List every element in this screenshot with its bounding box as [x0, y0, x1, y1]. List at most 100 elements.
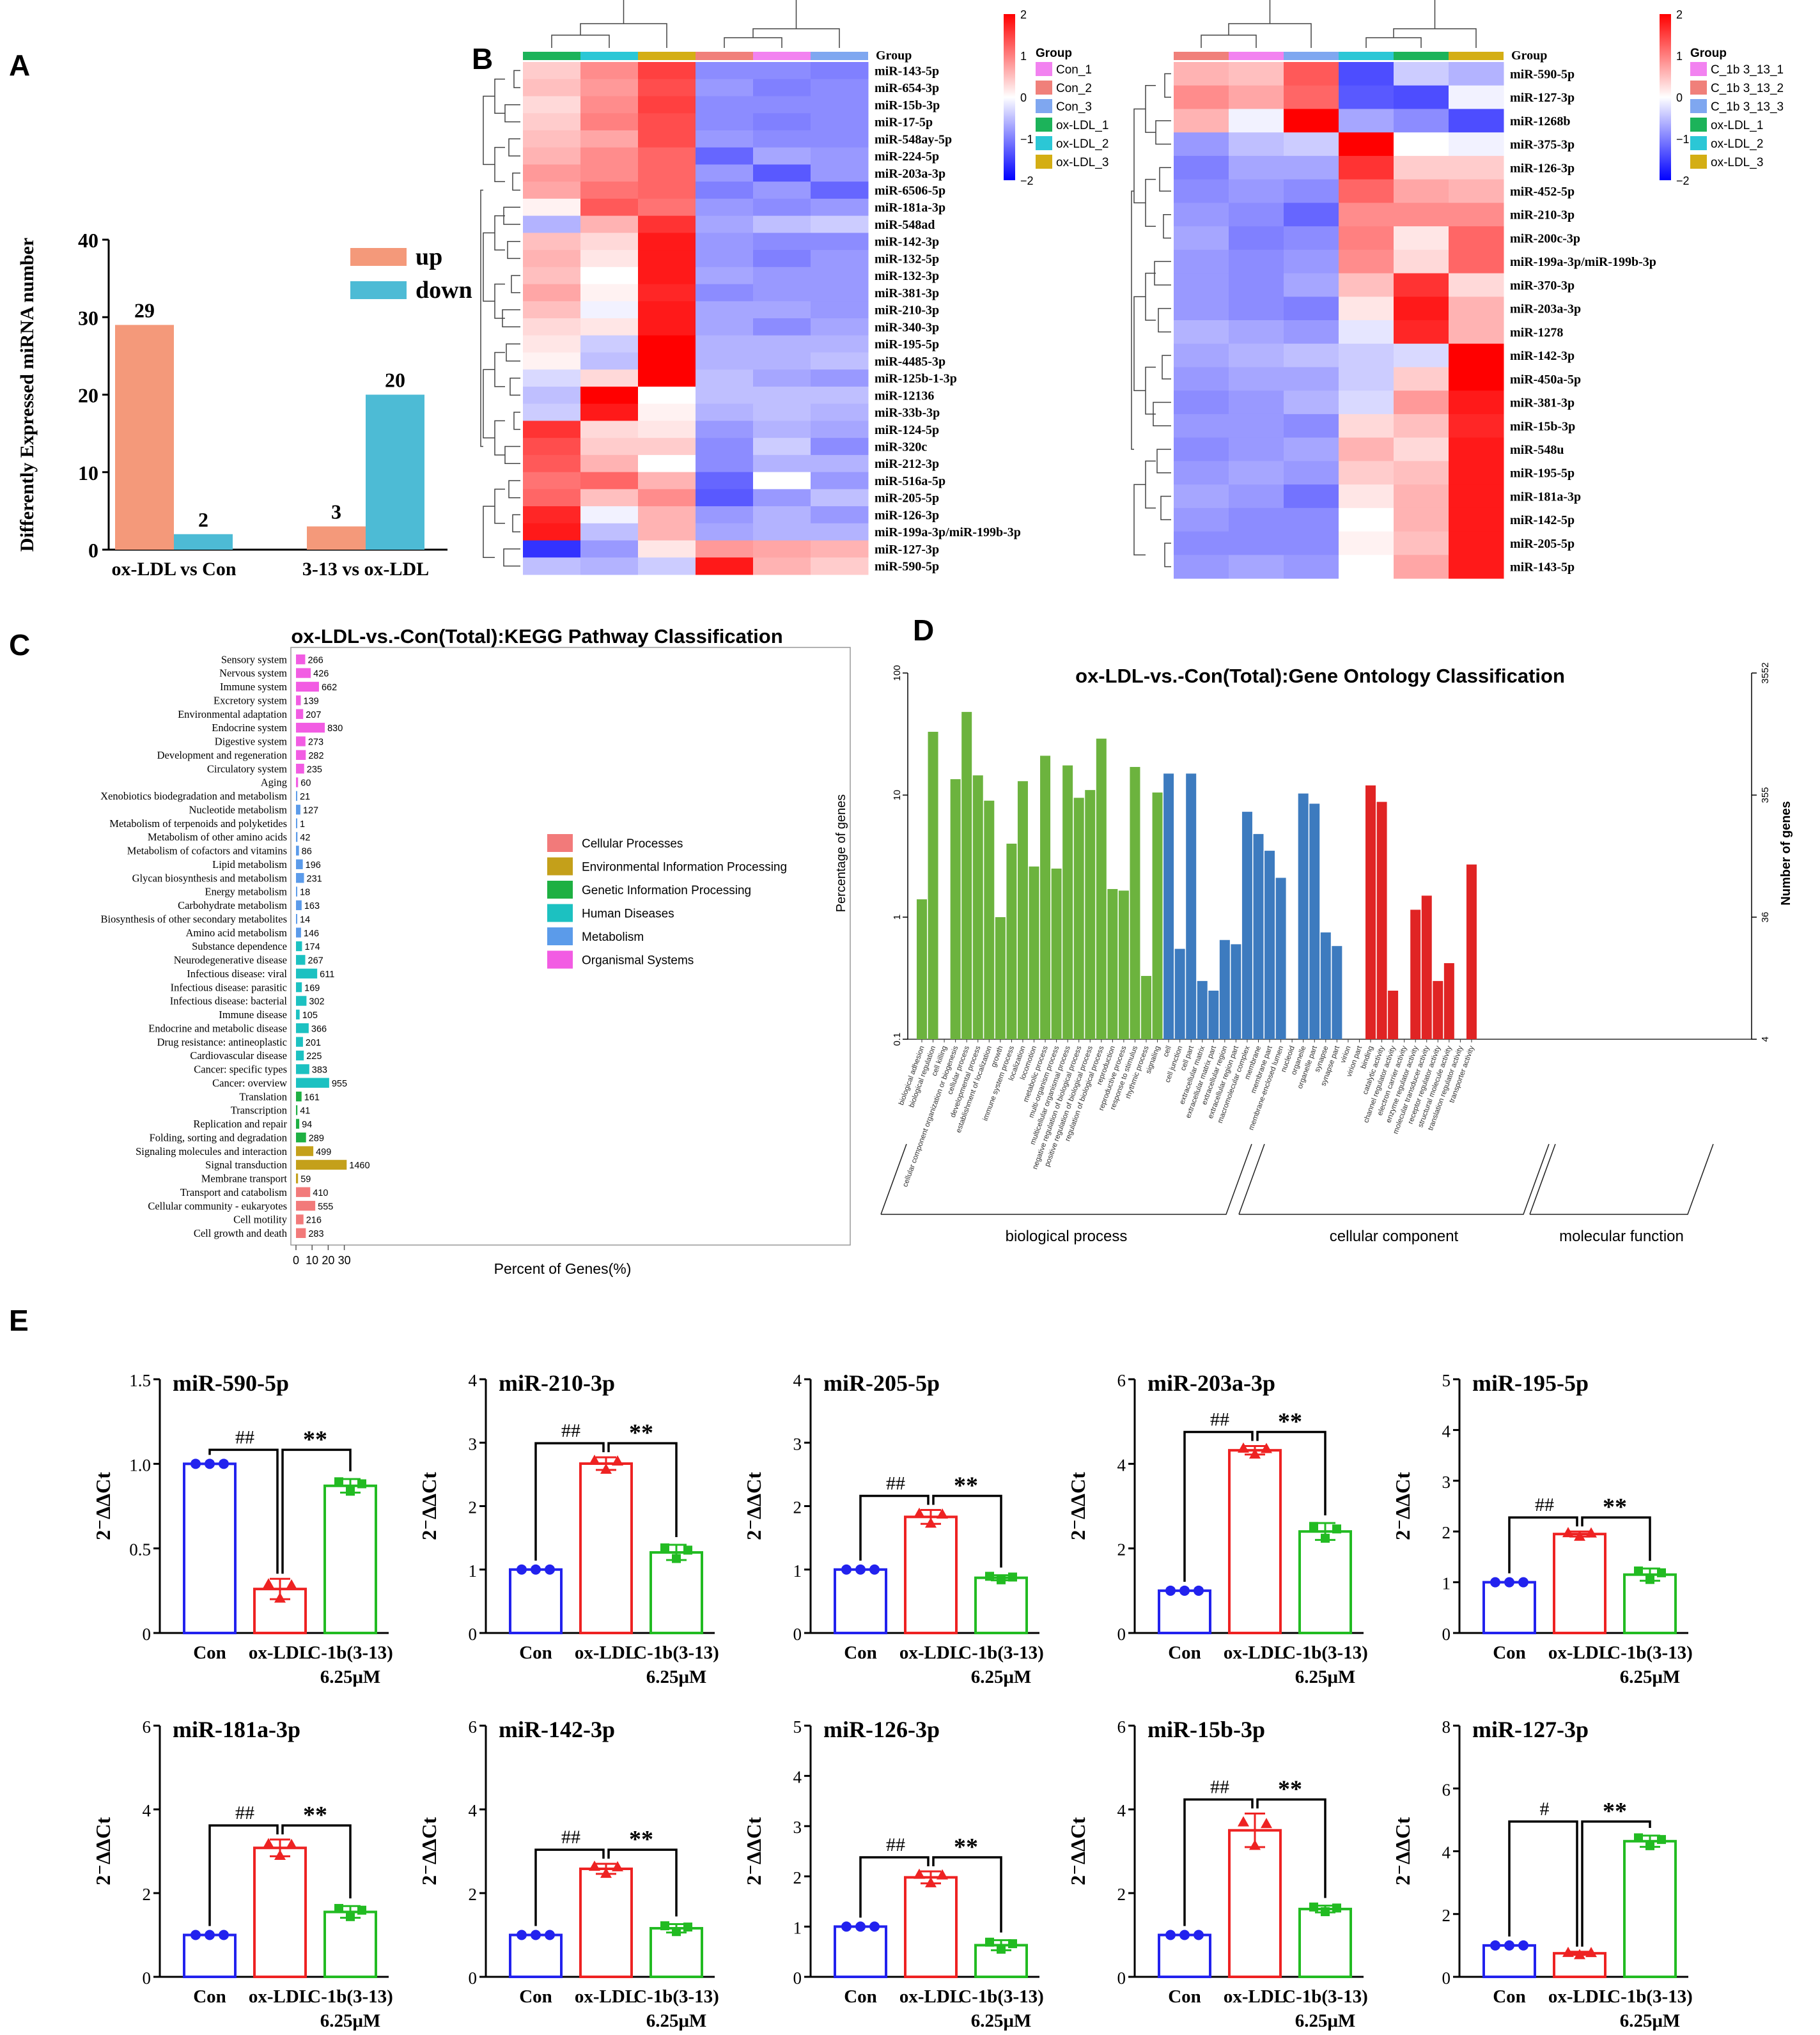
x-category-label: ox-LDL — [1548, 1643, 1611, 1663]
row-label: miR-143-5p — [1510, 561, 1575, 575]
heatmap-cell — [1174, 507, 1229, 532]
heatmap-cell — [523, 506, 581, 524]
go-bar — [1006, 844, 1017, 1039]
bar-Con — [1158, 1589, 1211, 1634]
group-name: molecular function — [1559, 1228, 1684, 1245]
legend-swatch-down — [350, 281, 407, 299]
kegg-bar — [296, 955, 306, 965]
y-tick-label: 4 — [1117, 1801, 1126, 1820]
heatmap-cell — [638, 130, 696, 148]
data-point — [683, 1545, 692, 1555]
heatmap-cell — [523, 523, 581, 541]
bar-Con — [834, 1568, 887, 1634]
go-bar — [984, 800, 995, 1039]
heatmap-cell — [580, 438, 639, 456]
heatmap-cell — [523, 164, 581, 182]
kegg-bar — [296, 805, 300, 815]
group-bar-cell — [1174, 52, 1229, 60]
bar-C-1b(3-13) — [649, 1551, 703, 1634]
kegg-count-label: 146 — [304, 929, 319, 939]
legend-swatch — [1036, 62, 1052, 76]
heatmap-cell — [1339, 273, 1394, 297]
data-point — [672, 1927, 681, 1937]
dendrogram-branch — [1158, 307, 1171, 333]
legend-swatch — [547, 881, 573, 899]
y-tick-label: 4 — [793, 1768, 802, 1787]
kegg-category-label: Neurodegenerative disease — [174, 954, 287, 966]
go-bar — [1017, 781, 1028, 1039]
heatmap-cell — [1339, 437, 1394, 461]
x-category-label: ox-LDL — [249, 1643, 311, 1663]
heatmap-cell — [753, 96, 811, 114]
panel-c-kegg-chart: ox-LDL-vs.-Con(Total):KEGG Pathway Class… — [100, 625, 851, 1277]
y-tick-label: 5 — [793, 1717, 802, 1737]
heatmap-cell — [523, 198, 581, 217]
kegg-category-label: Translation — [239, 1090, 287, 1103]
legend-label-up: up — [416, 244, 442, 270]
kegg-bar — [296, 1105, 298, 1115]
legend-label: Metabolism — [582, 931, 644, 944]
data-point — [1249, 1448, 1261, 1459]
heatmap-cell — [1229, 155, 1284, 180]
heatmap-cell — [696, 489, 754, 507]
go-bar — [1332, 946, 1342, 1039]
heatmap-cell — [638, 318, 696, 336]
kegg-category-label: Cell motility — [233, 1214, 288, 1226]
heatmap-cell — [580, 506, 639, 524]
heatmap-cell — [1394, 343, 1449, 368]
x-category-label: Con — [1168, 1986, 1201, 2007]
heatmap-cell — [811, 164, 869, 182]
kegg-count-label: 86 — [302, 847, 312, 857]
row-label: miR-381-3p — [1510, 396, 1575, 410]
go-term-label: cell — [1162, 1045, 1173, 1058]
go-bar — [1096, 738, 1107, 1039]
y-tick-label: 0 — [88, 539, 98, 562]
heatmap-cell — [1229, 507, 1284, 532]
y-tick-label: 3 — [469, 1434, 478, 1453]
kegg-count-label: 1 — [300, 819, 305, 830]
go-bar — [1051, 868, 1062, 1039]
heatmap-cell — [1284, 62, 1339, 86]
y-tick-label: 1 — [793, 1561, 802, 1581]
kegg-count-label: 555 — [318, 1202, 333, 1212]
go-bar — [1219, 940, 1230, 1039]
heatmap-cell — [1174, 62, 1229, 86]
heatmap-cell — [638, 250, 696, 268]
heatmap-cell — [523, 421, 581, 438]
x-category-label: ox-LDL — [899, 1643, 962, 1663]
heatmap-cell — [696, 403, 754, 421]
row-label: miR-15b-3p — [875, 98, 940, 112]
dendrogram-branch — [1133, 484, 1146, 556]
dendrogram-branch — [1201, 35, 1257, 48]
row-label: miR-224-5p — [875, 150, 939, 164]
heatmap-cell — [753, 540, 811, 558]
y-axis-label: 2⁻ΔΔCt — [1391, 1817, 1414, 1885]
y-tick-label: 4 — [793, 1371, 802, 1390]
data-point — [1585, 1947, 1597, 1958]
group-bar-cell — [1449, 52, 1504, 60]
row-label: miR-210-3p — [1510, 208, 1575, 222]
go-bar — [995, 917, 1006, 1039]
data-point — [1657, 1835, 1666, 1845]
bar-up — [307, 526, 366, 550]
dendrogram-branch — [1163, 213, 1171, 239]
data-point — [1574, 1949, 1585, 1960]
heatmap-cell — [811, 250, 869, 268]
go-bar — [1174, 948, 1185, 1039]
kegg-bar — [296, 818, 297, 828]
heatmap-cell — [1284, 531, 1339, 555]
heatmap-cell — [638, 421, 696, 438]
go-bar — [1152, 792, 1163, 1039]
row-label: miR-590-5p — [875, 560, 939, 574]
y-tick-label: 2 — [469, 1498, 478, 1517]
heatmap-cell — [1174, 437, 1229, 461]
color-scale-tick: −2 — [1676, 174, 1690, 187]
y-axis-label: 2⁻ΔΔCt — [417, 1472, 440, 1540]
heatmap-cell — [1449, 507, 1504, 532]
kegg-count-label: 94 — [302, 1120, 312, 1130]
dendrogram-branch — [724, 37, 782, 48]
heatmap-cell — [523, 113, 581, 131]
color-scale-tick: 2 — [1676, 8, 1683, 21]
data-point — [286, 1839, 297, 1850]
data-point — [600, 1463, 612, 1474]
